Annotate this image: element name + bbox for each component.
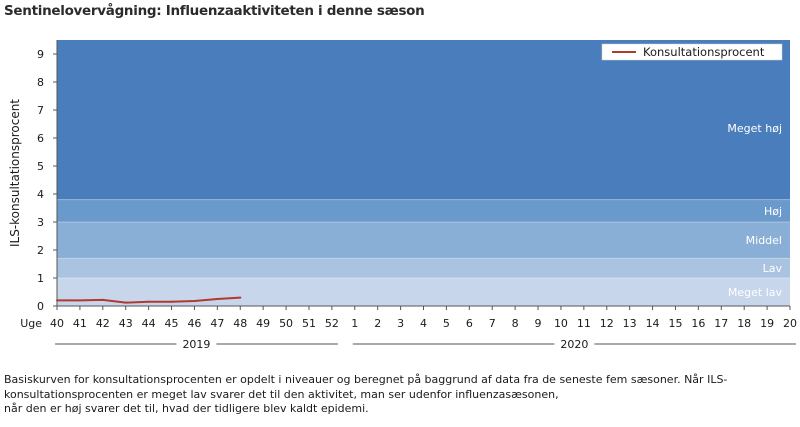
level-band-labels: Meget lav Lav Middel Høj Meget høj	[727, 122, 782, 299]
x-tick-label: 45	[165, 317, 179, 330]
x-tick-label: 13	[623, 317, 637, 330]
series-point	[124, 301, 127, 304]
band-meget-høj	[57, 40, 790, 200]
band-lav	[57, 258, 790, 278]
x-tick-label: 4	[420, 317, 427, 330]
x-tick-label: 9	[535, 317, 542, 330]
y-tick-label: 3	[37, 216, 44, 229]
y-axis-label: ILS-konsultationsprocent	[8, 99, 22, 247]
series-point	[193, 299, 196, 302]
x-tick-label: 15	[668, 317, 682, 330]
x-tick-label: 41	[73, 317, 87, 330]
band-middel	[57, 222, 790, 259]
series-point	[216, 298, 219, 300]
series-point	[239, 296, 242, 299]
x-axis-label: Uge	[20, 317, 42, 330]
y-tick-label: 8	[37, 76, 44, 89]
legend-label: Konsultationsprocent	[643, 45, 765, 59]
x-tick-label: 19	[760, 317, 774, 330]
y-tick-label: 7	[37, 104, 44, 117]
series-point	[170, 300, 173, 303]
x-tick-label: 18	[737, 317, 751, 330]
year-label-2020: 2020	[560, 338, 588, 351]
band-label-lav: Lav	[763, 262, 783, 275]
y-tick-label: 4	[37, 188, 44, 201]
x-tick-label: 3	[397, 317, 404, 330]
band-label-høj: Høj	[764, 205, 782, 218]
y-tick-label: 5	[37, 160, 44, 173]
x-tick-label: 43	[119, 317, 133, 330]
series-point	[101, 298, 104, 301]
series-point	[56, 299, 58, 302]
series-point	[147, 300, 150, 303]
year-label-2019: 2019	[182, 338, 210, 351]
x-tick-label: 7	[489, 317, 496, 330]
x-tick-label: 52	[325, 317, 339, 330]
level-bands	[57, 40, 790, 306]
band-høj	[57, 199, 790, 222]
x-tick-label: 1	[351, 317, 358, 330]
band-label-middel: Middel	[746, 234, 782, 247]
x-tick-label: 40	[50, 317, 64, 330]
x-tick-label: 46	[187, 317, 201, 330]
y-tick-label: 2	[37, 244, 44, 257]
x-tick-label: 12	[600, 317, 614, 330]
x-tick-label: 8	[512, 317, 519, 330]
y-tick-label: 9	[37, 48, 44, 61]
x-tick-label: 5	[443, 317, 450, 330]
x-tick-label: 50	[279, 317, 293, 330]
chart-caption: Basiskurven for konsultationsprocenten e…	[4, 373, 794, 417]
x-tick-label: 14	[646, 317, 660, 330]
x-tick-label: 2	[374, 317, 381, 330]
series	[56, 296, 242, 304]
band-label-meget-lav: Meget lav	[728, 286, 783, 299]
y-tick-label: 1	[37, 272, 44, 285]
caption-line-2: når den er høj svarer det til, hvad der …	[4, 402, 369, 415]
x-tick-label: 51	[302, 317, 316, 330]
y-tick-label: 0	[37, 300, 44, 313]
legend-box	[601, 43, 783, 61]
x-tick-label: 47	[210, 317, 224, 330]
x-tick-label: 10	[554, 317, 568, 330]
y-tick-label: 6	[37, 132, 44, 145]
x-tick-label: 48	[233, 317, 247, 330]
legend: Konsultationsprocent	[601, 43, 783, 61]
chart-title: Sentinelovervågning: Influenzaaktivitete…	[4, 3, 425, 19]
series-point	[78, 299, 81, 302]
x-tick-label: 16	[691, 317, 705, 330]
band-label-meget-høj: Meget høj	[727, 122, 782, 135]
x-tick-label: 44	[142, 317, 156, 330]
x-tick-label: 6	[466, 317, 473, 330]
x-tick-label: 11	[577, 317, 591, 330]
caption-line-1: Basiskurven for konsultationsprocenten e…	[4, 373, 728, 401]
x-tick-label: 42	[96, 317, 110, 330]
x-tick-label: 20	[783, 317, 797, 330]
x-tick-label: 49	[256, 317, 270, 330]
x-tick-label: 17	[714, 317, 728, 330]
